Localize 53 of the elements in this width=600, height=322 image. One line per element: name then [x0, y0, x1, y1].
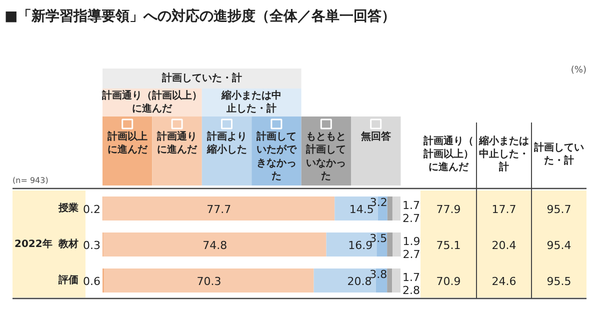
data-label: 0.6 — [83, 275, 101, 288]
legend-label: 計画していたができなかった — [255, 130, 298, 182]
bar — [392, 196, 400, 220]
bar — [104, 268, 314, 292]
legend-label: 計画より縮小した — [206, 130, 247, 156]
y-tick-label: 教材 — [58, 238, 78, 250]
data-label: 77.7 — [206, 203, 232, 216]
bar — [387, 232, 393, 256]
data-label: 2.8 — [402, 284, 420, 297]
text: 2022年 — [14, 238, 52, 250]
data-label: 14.5 — [349, 203, 374, 216]
legend-label: 無回答 — [360, 130, 392, 142]
text: 計画していた・計 — [533, 141, 584, 167]
bar — [103, 196, 335, 220]
legend-label: 計画通りに進んだ — [156, 130, 198, 156]
text: 95.7 — [546, 203, 572, 216]
bar — [392, 268, 400, 292]
y-tick-label: 評価 — [58, 274, 78, 286]
text: 77.9 — [436, 203, 461, 216]
bar — [103, 232, 326, 256]
text: 24.6 — [492, 275, 516, 288]
text: 95.5 — [546, 275, 572, 288]
y-tick-label: 授業 — [58, 202, 78, 214]
data-label: 20.8 — [347, 275, 372, 288]
legend-label: もともと計画していなかった — [305, 132, 346, 182]
bar — [387, 196, 392, 220]
data-label: 1.7 — [402, 199, 420, 212]
data-label: 1.9 — [402, 235, 420, 248]
data-label: 3.8 — [370, 268, 388, 281]
data-label: 16.9 — [348, 239, 373, 252]
bar — [392, 232, 401, 256]
text: (n= 943) — [12, 176, 48, 185]
text: (%) — [570, 66, 587, 76]
text: 計画通り（計画以上）に進んだ — [422, 134, 474, 174]
text: 縮小または中止した・計 — [220, 89, 282, 115]
bar — [387, 268, 392, 292]
data-label: 2.7 — [402, 212, 420, 225]
legend-label: 計画以上に進んだ — [106, 130, 148, 156]
data-label: 70.3 — [196, 275, 222, 288]
text: 70.9 — [436, 275, 461, 288]
data-label: 2.7 — [402, 248, 420, 261]
data-label: 74.8 — [202, 239, 228, 252]
chart-title: ■「新学習指導要領」への対応の進捗度（全体／各単一回答） — [4, 8, 396, 24]
text: 17.7 — [492, 203, 516, 216]
text: 計画していた・計 — [160, 72, 242, 84]
data-label: 0.2 — [83, 203, 101, 216]
text: 95.4 — [546, 239, 572, 252]
text: 計画通り（計画以上）に進んだ — [101, 89, 202, 115]
text: 75.1 — [436, 239, 461, 252]
text: 縮小または中止した・計 — [478, 134, 529, 174]
data-label: 1.7 — [402, 271, 420, 284]
data-label: 0.3 — [83, 239, 101, 252]
text: 20.4 — [492, 239, 516, 252]
